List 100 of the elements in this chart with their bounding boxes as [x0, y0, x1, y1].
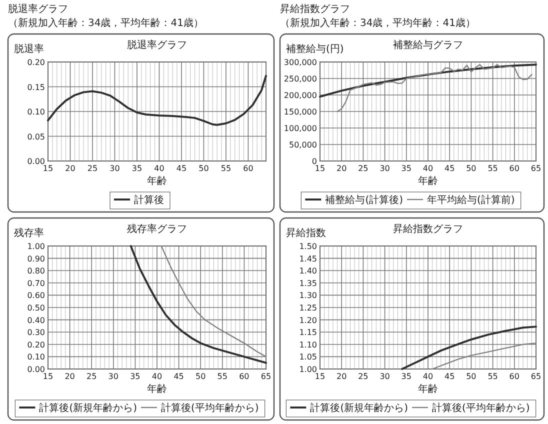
y-tick-label: 1.20 — [299, 316, 317, 325]
x-axis-title: 年齢 — [147, 383, 167, 395]
x-tick-label: 15 — [314, 372, 326, 381]
x-tick-label: 65 — [530, 164, 542, 173]
text: 脱退率グラフ — [8, 3, 68, 15]
x-tick-label: 25 — [358, 372, 368, 381]
y-tick-label: 300,000 — [284, 58, 317, 67]
y-tick-label: 0.90 — [27, 254, 45, 264]
y-tick-label: 100,000 — [284, 124, 317, 133]
x-tick-label: 55 — [220, 164, 232, 173]
y-tick-label: 0.00 — [27, 157, 45, 166]
x-axis-title: 年齢 — [147, 175, 167, 187]
y-tick-label: 1.50 — [299, 242, 317, 251]
y-tick-label: 1.25 — [299, 304, 317, 312]
legend-label: 計算後(平均年齢から) — [161, 402, 259, 414]
x-tick-label: 60 — [509, 372, 520, 381]
x-tick-label: 35 — [132, 164, 142, 173]
x-tick-label: 15 — [314, 164, 326, 173]
y-tick-label: 250,000 — [284, 74, 317, 84]
x-tick-label: 50 — [466, 372, 476, 381]
y-tick-label: 0.05 — [27, 132, 45, 142]
y-axis-title: 脱退率 — [14, 43, 44, 55]
y-tick-label: 200,000 — [284, 91, 317, 100]
y-tick-label: 0.80 — [27, 266, 45, 276]
x-tick-label: 40 — [154, 164, 164, 173]
y-tick-label: 0.15 — [27, 82, 45, 92]
chart-title: 残存率グラフ — [127, 223, 187, 235]
x-tick-label: 60 — [239, 372, 250, 381]
x-tick-label: 40 — [422, 164, 434, 173]
x-tick-label: 65 — [530, 372, 542, 381]
y-tick-label: 150,000 — [284, 108, 317, 116]
y-tick-label: 1.45 — [299, 254, 317, 264]
y-tick-label: 1.15 — [299, 328, 317, 338]
y-tick-label: 0.30 — [27, 328, 45, 338]
y-tick-label: 1.30 — [299, 291, 317, 300]
x-tick-label: 20 — [65, 164, 76, 173]
x-tick-label: 60 — [509, 164, 520, 173]
y-axis-title: 昇給指数 — [286, 227, 326, 239]
x-tick-label: 35 — [130, 372, 140, 381]
legend-label: 計算後(平均年齢から) — [432, 402, 530, 414]
y-tick-label: 0.60 — [27, 291, 45, 300]
text: （新規加入年齢：34歳，平均年齢：41歳） — [8, 17, 204, 29]
x-tick-label: 45 — [444, 164, 455, 173]
y-tick-label: 0.10 — [27, 108, 45, 116]
y-tick-label: 1.00 — [299, 365, 317, 374]
legend-label: 計算後(新規年齢から) — [310, 402, 408, 414]
legend-label: 年平均給与(計算前) — [427, 194, 515, 206]
x-tick-label: 25 — [358, 164, 368, 173]
x-tick-label: 65 — [260, 372, 272, 381]
y-tick-label: 1.35 — [299, 278, 317, 288]
y-axis-title: 残存率 — [14, 227, 44, 239]
x-tick-label: 60 — [243, 164, 254, 173]
x-tick-label: 30 — [108, 372, 118, 381]
y-axis-title: 補整給与(円) — [286, 43, 344, 55]
x-tick-label: 25 — [87, 164, 98, 173]
y-tick-label: 50,000 — [289, 140, 317, 150]
y-tick-label: 1.10 — [299, 340, 317, 350]
x-tick-label: 40 — [152, 372, 162, 381]
legend-label: 計算後(新規年齢から) — [39, 402, 138, 414]
x-tick-label: 55 — [488, 372, 498, 381]
y-tick-label: 0 — [312, 157, 317, 166]
x-tick-label: 15 — [42, 164, 54, 173]
x-tick-label: 45 — [174, 372, 184, 381]
x-tick-label: 20 — [64, 372, 75, 381]
y-tick-label: 0.20 — [27, 340, 45, 350]
y-tick-label: 0.10 — [27, 352, 45, 362]
legend-label: 計算後 — [134, 194, 164, 206]
y-tick-label: 0.20 — [27, 58, 45, 67]
x-tick-label: 50 — [198, 164, 209, 173]
y-tick-label: 1.00 — [27, 242, 45, 251]
y-tick-label: 0.70 — [27, 278, 45, 288]
x-tick-label: 30 — [380, 164, 390, 173]
chart-title: 補整給与グラフ — [393, 39, 463, 51]
text: （新規加入年齢：34歳，平均年齢：41歳） — [280, 17, 476, 29]
x-tick-label: 50 — [196, 372, 206, 381]
x-tick-label: 45 — [444, 372, 455, 381]
x-tick-label: 55 — [488, 164, 498, 173]
text: 昇給指数グラフ — [280, 3, 350, 15]
x-axis-title: 年齢 — [418, 383, 438, 395]
x-tick-label: 20 — [336, 164, 347, 173]
x-tick-label: 50 — [466, 164, 476, 173]
y-tick-label: 0.40 — [27, 316, 45, 325]
x-tick-label: 35 — [401, 372, 412, 381]
legend-label: 補整給与(計算後) — [325, 194, 404, 206]
chart-title: 昇給指数グラフ — [393, 223, 463, 235]
x-tick-label: 25 — [86, 372, 97, 381]
x-axis-title: 年齢 — [418, 175, 438, 187]
y-tick-label: 0.00 — [27, 365, 45, 374]
y-tick-label: 1.05 — [299, 352, 317, 362]
x-tick-label: 55 — [217, 372, 228, 381]
y-tick-label: 0.50 — [27, 304, 45, 312]
x-tick-label: 35 — [401, 164, 412, 173]
x-tick-label: 20 — [336, 372, 347, 381]
y-tick-label: 1.40 — [299, 266, 317, 276]
x-tick-label: 30 — [110, 164, 120, 173]
chart-title: 脱退率グラフ — [127, 39, 187, 51]
x-tick-label: 45 — [176, 164, 187, 173]
x-tick-label: 15 — [42, 372, 54, 381]
x-tick-label: 40 — [422, 372, 434, 381]
x-tick-label: 30 — [380, 372, 390, 381]
